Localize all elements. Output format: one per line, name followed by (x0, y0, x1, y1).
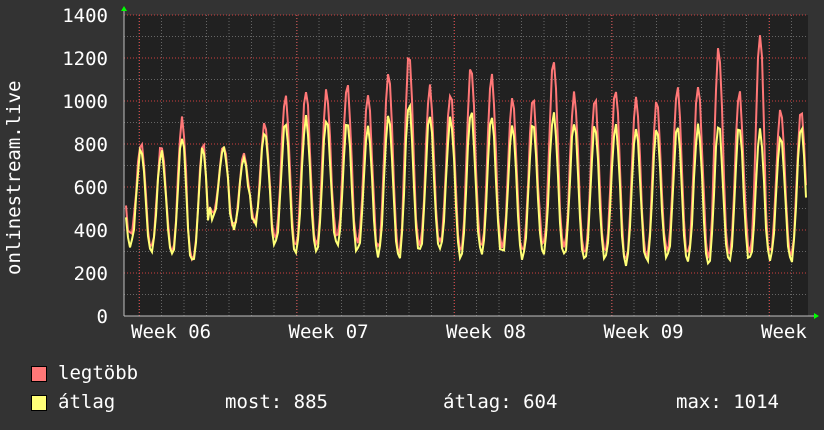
x-axis-arrow (814, 313, 819, 319)
y-tick-label: 400 (74, 220, 108, 242)
y-tick-label: 1000 (62, 91, 108, 113)
stat-now: most: 885 (225, 391, 328, 413)
y-tick-label: 0 (97, 306, 108, 328)
y-tick-label: 1200 (62, 48, 108, 70)
y-axis-label: onlinestream.live (3, 81, 25, 275)
y-tick-label: 200 (74, 263, 108, 285)
legend-label-avg: átlag (58, 391, 116, 413)
series-line-avg (125, 102, 807, 267)
legend-label-max: legtöbb (58, 362, 139, 384)
x-tick-label: Week 09 (604, 321, 684, 343)
tick-labels: 0 200 400 600 800 1000 1200 1400 Week 06 Week 07 W… (62, 5, 807, 343)
y-axis-arrow (121, 6, 127, 11)
legend-swatch-max (31, 366, 47, 382)
y-tick-label: 1400 (62, 5, 108, 27)
x-tick-label: Week 07 (289, 321, 369, 343)
y-tick-label: 600 (74, 177, 108, 199)
y-tick-label: 800 (74, 134, 108, 156)
stat-avg: átlag: 604 (443, 391, 558, 413)
x-tick-label: Week (761, 321, 807, 343)
stat-max: max: 1014 (676, 391, 779, 413)
legend-swatch-avg (31, 395, 47, 411)
x-tick-label: Week 06 (131, 321, 211, 343)
series-group (125, 35, 807, 267)
axes (121, 6, 819, 319)
x-tick-label: Week 08 (446, 321, 526, 343)
